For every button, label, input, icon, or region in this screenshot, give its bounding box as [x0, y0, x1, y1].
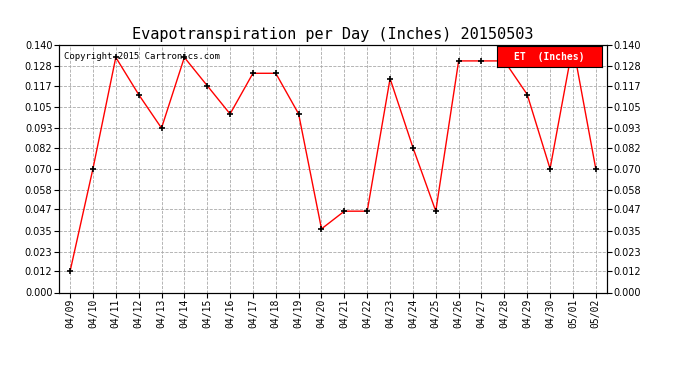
- Text: Copyright 2015 Cartronics.com: Copyright 2015 Cartronics.com: [64, 53, 220, 62]
- Title: Evapotranspiration per Day (Inches) 20150503: Evapotranspiration per Day (Inches) 2015…: [132, 27, 533, 42]
